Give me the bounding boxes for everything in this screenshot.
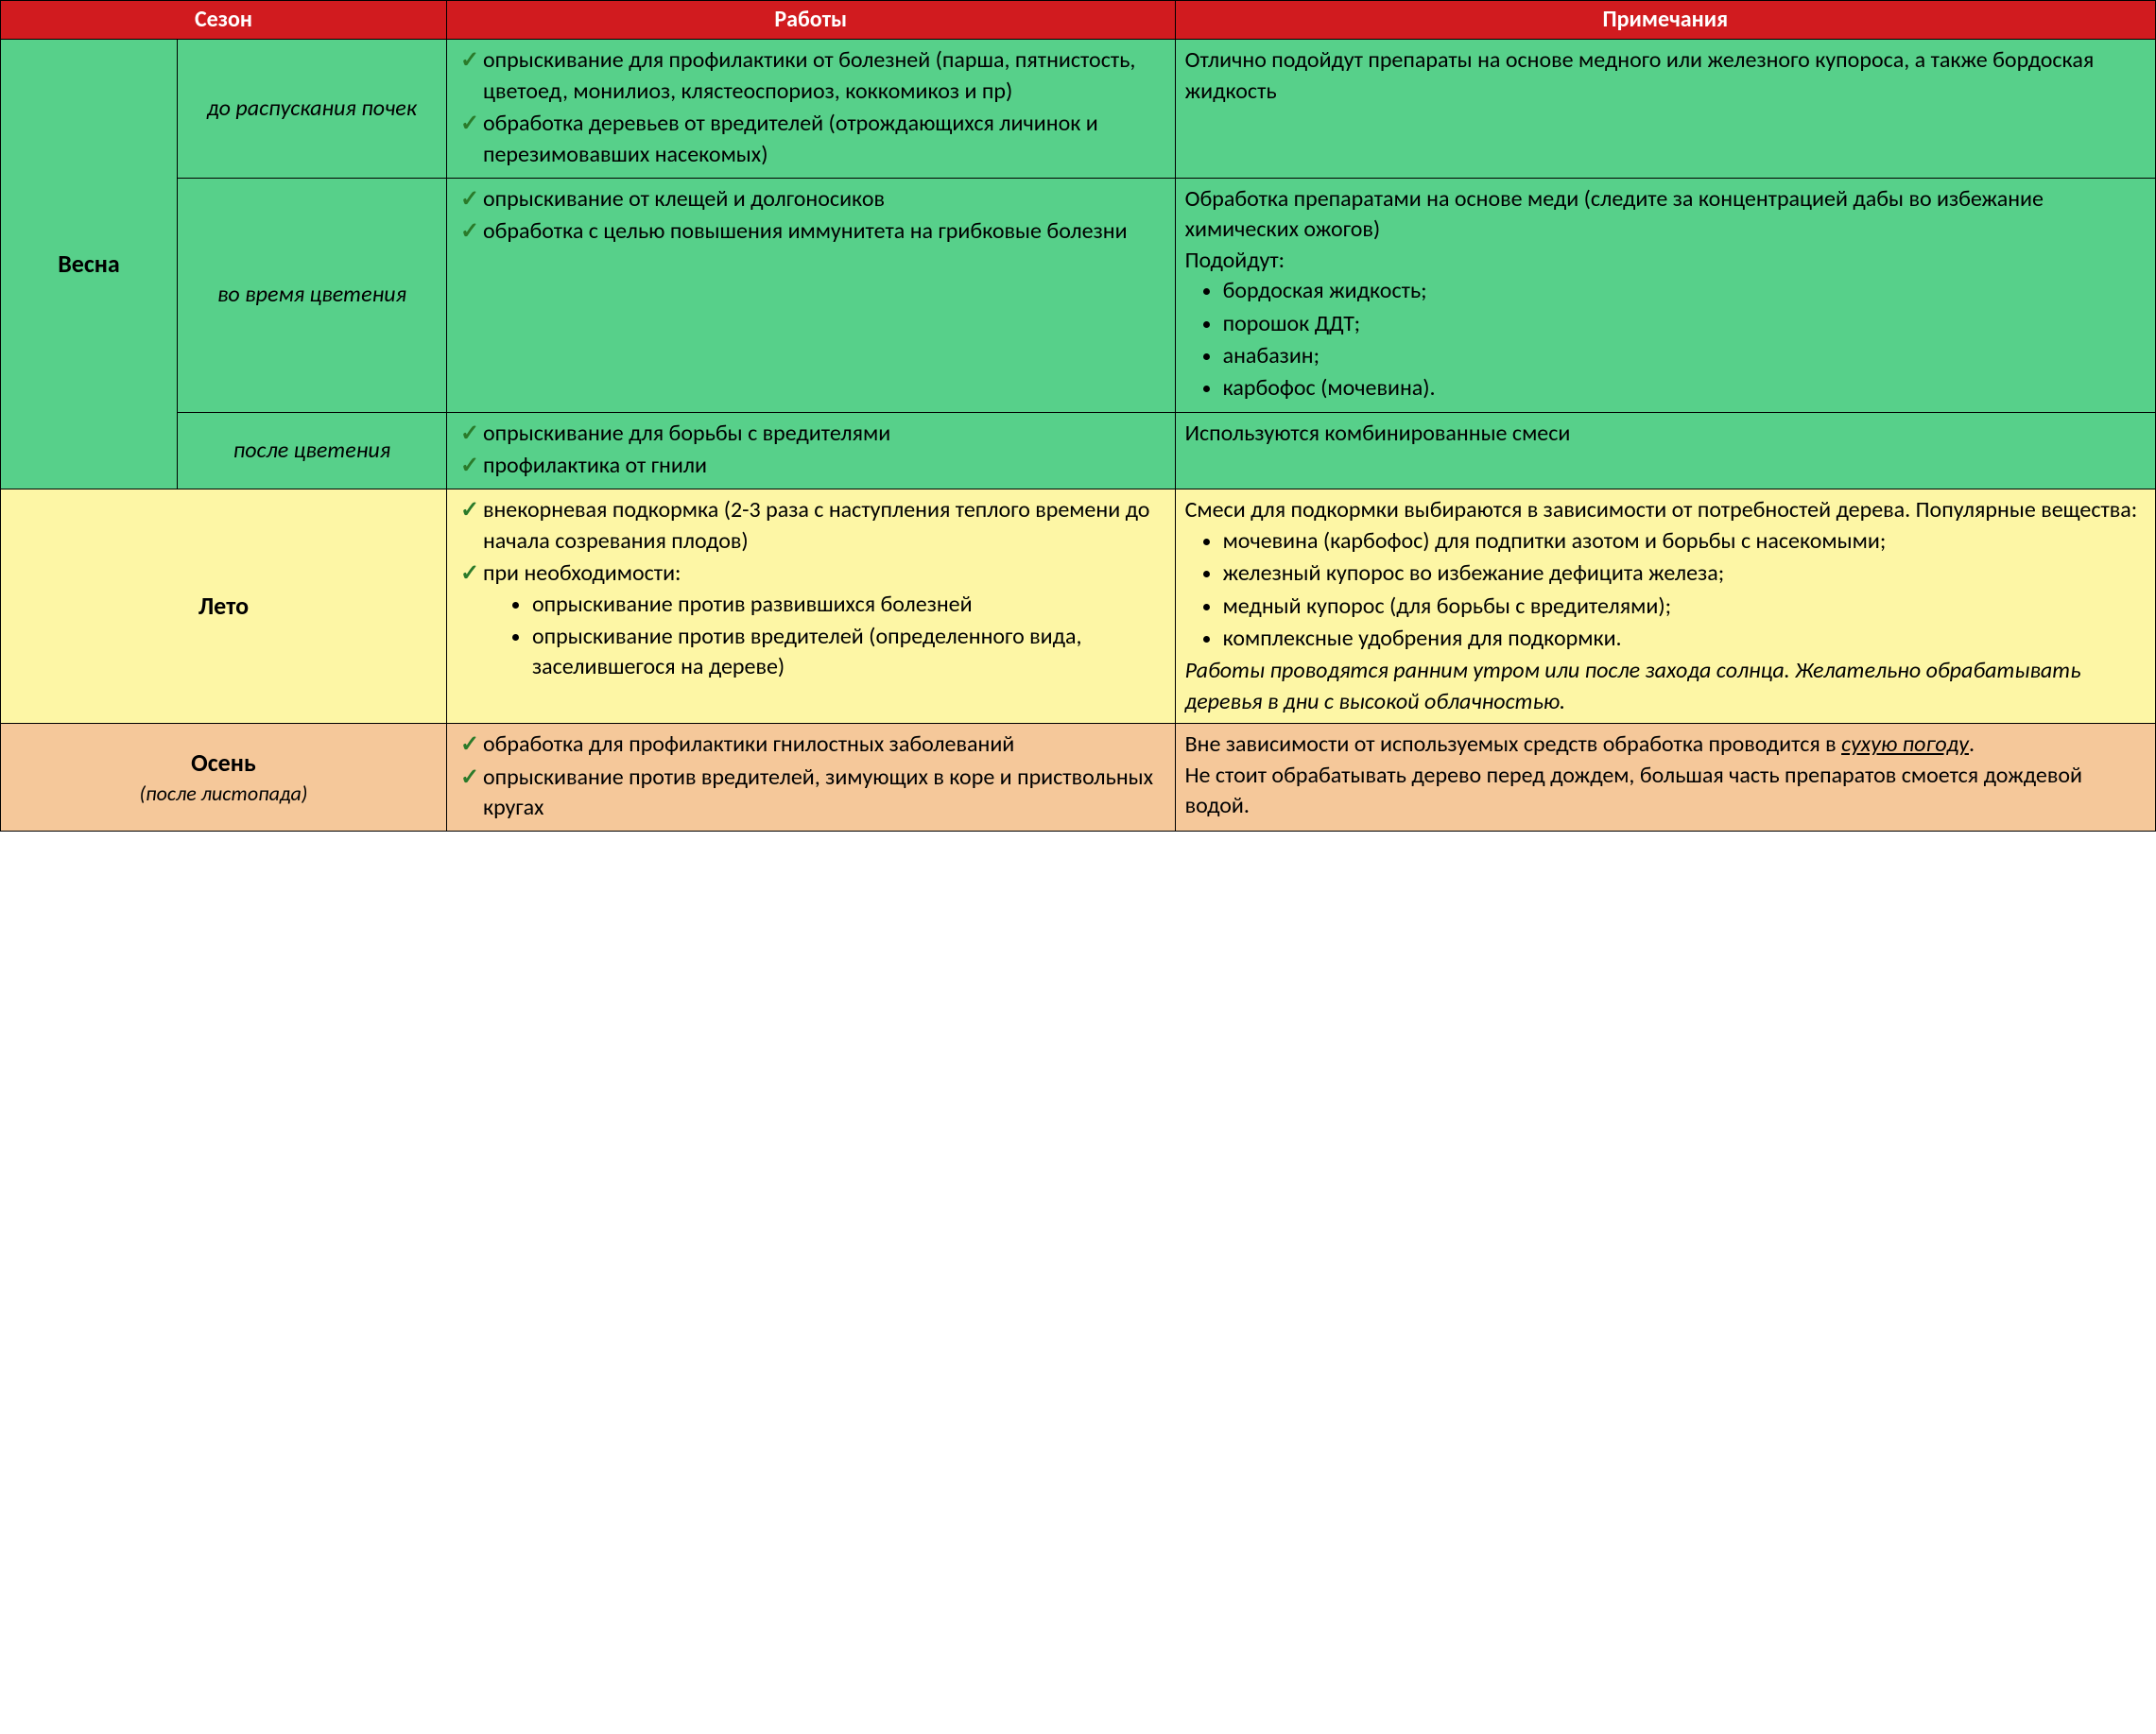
work-item: профилактика от гнили xyxy=(483,451,1165,481)
season-autumn: Осень (после листопада) xyxy=(1,724,447,832)
row-summer: Лето внекорневая подкормка (2-3 раза с н… xyxy=(1,489,2156,724)
note-item: железный купорос во избежание дефицита ж… xyxy=(1223,558,2146,589)
notes-text: Обработка препаратами на основе меди (сл… xyxy=(1185,184,2146,246)
note-item: бордоская жидкость; xyxy=(1223,276,2146,306)
header-season: Сезон xyxy=(1,1,447,40)
notes-autumn: Вне зависимости от используемых средств … xyxy=(1175,724,2155,832)
notes-part: . xyxy=(1969,730,1975,758)
header-works: Работы xyxy=(446,1,1175,40)
note-item: анабазин; xyxy=(1223,341,2146,371)
work-item-label: при необходимости: xyxy=(483,559,681,587)
work-item: внекорневая подкормка (2-3 раза с наступ… xyxy=(483,495,1165,557)
season-autumn-sub: (после листопада) xyxy=(10,780,437,808)
works-summer: внекорневая подкормка (2-3 раза с наступ… xyxy=(446,489,1175,724)
notes-text: Не стоит обрабатывать дерево перед дожде… xyxy=(1185,761,2146,822)
row-spring-1: Весна до распускания почек опрыскивание … xyxy=(1,40,2156,179)
row-spring-2: во время цветения опрыскивание от клещей… xyxy=(1,178,2156,412)
work-item: обработка для профилактики гнилостных за… xyxy=(483,730,1165,760)
notes-italic: Работы проводятся ранним утром или после… xyxy=(1185,656,2146,717)
notes-underlined: сухую погоду xyxy=(1841,730,1969,758)
season-autumn-label: Осень xyxy=(191,747,256,778)
work-item: опрыскивание против вредителей, зимующих… xyxy=(483,763,1165,824)
work-item: обработка деревьев от вредителей (отрожд… xyxy=(483,109,1165,170)
row-autumn: Осень (после листопада) обработка для пр… xyxy=(1,724,2156,832)
work-subitem: опрыскивание против развившихся болезней xyxy=(532,590,1165,620)
note-item: порошок ДДТ; xyxy=(1223,309,2146,339)
notes-spring-2: Обработка препаратами на основе меди (сл… xyxy=(1175,178,2155,412)
row-spring-3: после цветения опрыскивание для борьбы с… xyxy=(1,412,2156,489)
note-item: комплексные удобрения для подкормки. xyxy=(1223,624,2146,654)
work-item: опрыскивание для борьбы с вредителями xyxy=(483,419,1165,449)
phase-spring-2: во время цветения xyxy=(177,178,446,412)
work-item: при необходимости: опрыскивание против р… xyxy=(483,558,1165,683)
header-notes: Примечания xyxy=(1175,1,2155,40)
notes-spring-3: Используются комбинированные смеси xyxy=(1175,412,2155,489)
phase-spring-1: до распускания почек xyxy=(177,40,446,179)
notes-part: Вне зависимости от используемых средств … xyxy=(1185,730,1842,758)
notes-text: Подойдут: xyxy=(1185,246,2146,276)
work-subitem: опрыскивание против вредителей (определе… xyxy=(532,622,1165,683)
notes-text: Вне зависимости от используемых средств … xyxy=(1185,730,2146,760)
work-item: обработка с целью повышения иммунитета н… xyxy=(483,216,1165,247)
notes-spring-1: Отлично подойдут препараты на основе мед… xyxy=(1175,40,2155,179)
phase-spring-3: после цветения xyxy=(177,412,446,489)
seasonal-work-table: Сезон Работы Примечания Весна до распуск… xyxy=(0,0,2156,832)
season-summer: Лето xyxy=(1,489,447,724)
works-spring-1: опрыскивание для профилактики от болезне… xyxy=(446,40,1175,179)
notes-text: Смеси для подкормки выбираются в зависим… xyxy=(1185,495,2146,525)
season-spring: Весна xyxy=(1,40,178,489)
works-autumn: обработка для профилактики гнилостных за… xyxy=(446,724,1175,832)
works-spring-2: опрыскивание от клещей и долгоносиков об… xyxy=(446,178,1175,412)
works-spring-3: опрыскивание для борьбы с вредителями пр… xyxy=(446,412,1175,489)
note-item: медный купорос (для борьбы с вредителями… xyxy=(1223,592,2146,622)
note-item: мочевина (карбофос) для подпитки азотом … xyxy=(1223,526,2146,557)
work-item: опрыскивание от клещей и долгоносиков xyxy=(483,184,1165,215)
note-item: карбофос (мочевина). xyxy=(1223,373,2146,403)
work-item: опрыскивание для профилактики от болезне… xyxy=(483,45,1165,107)
notes-summer: Смеси для подкормки выбираются в зависим… xyxy=(1175,489,2155,724)
header-row: Сезон Работы Примечания xyxy=(1,1,2156,40)
